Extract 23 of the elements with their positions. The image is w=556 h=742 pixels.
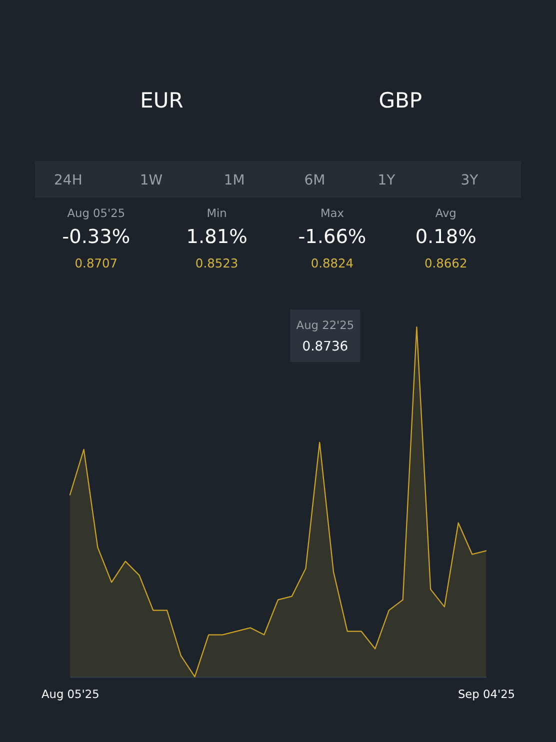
text: 0.8523	[195, 256, 238, 271]
text: Max	[320, 206, 344, 220]
text: 0.8707	[74, 256, 118, 271]
text: 1.81%	[186, 225, 248, 248]
text: 0.18%	[415, 225, 476, 248]
annotation: Aug 22'25	[296, 318, 354, 332]
text: Aug 05'25	[67, 206, 126, 220]
text: 24H	[54, 172, 82, 189]
annotation: 0.8736	[302, 340, 348, 355]
text: 0.8662	[424, 256, 468, 271]
text: -0.33%	[62, 225, 130, 248]
text: 3Y	[460, 172, 479, 189]
text: 1M	[224, 172, 245, 189]
text: Min	[206, 206, 227, 220]
text: Avg	[435, 206, 456, 220]
text: 6M	[304, 172, 326, 189]
text: GBP	[378, 88, 422, 113]
x-tick-label: Sep 04'25	[458, 687, 516, 702]
text: 1Y	[378, 172, 396, 189]
text: EUR	[140, 88, 184, 113]
text: -1.66%	[298, 225, 366, 248]
text: 0.8824	[310, 256, 354, 271]
text: 1W	[140, 172, 163, 189]
